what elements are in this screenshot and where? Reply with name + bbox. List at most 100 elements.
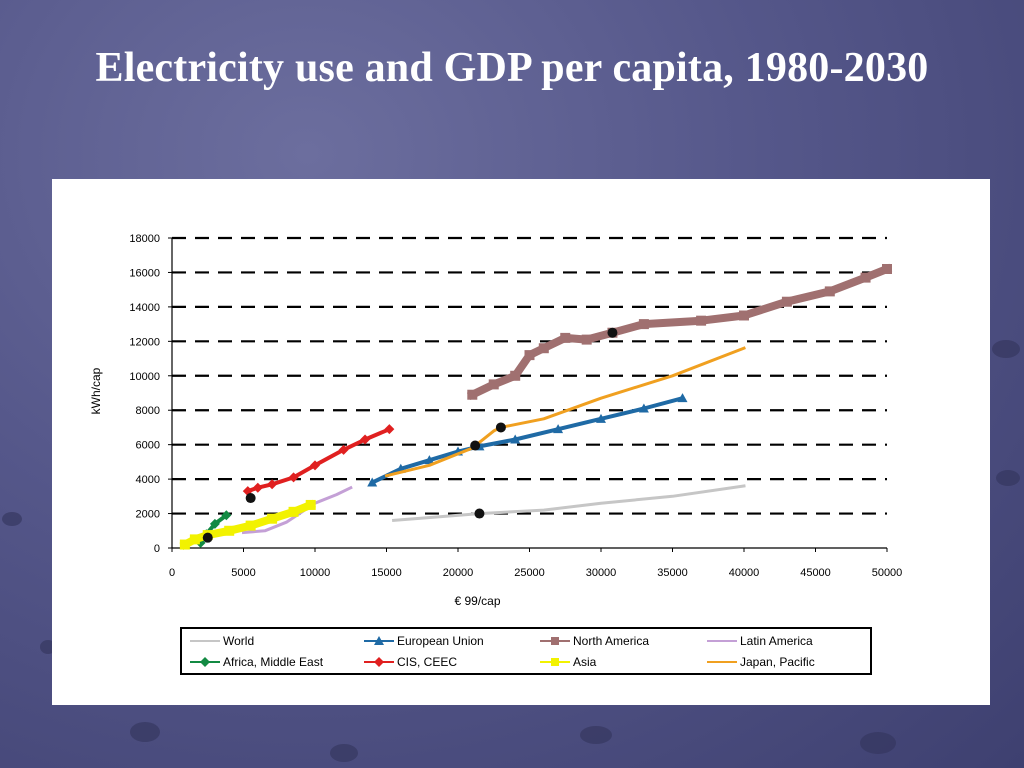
legend-item: CIS, CEEC — [364, 652, 457, 672]
series-marker — [224, 525, 235, 536]
series-marker — [510, 370, 521, 381]
legend-label: Asia — [573, 655, 597, 669]
highlight-marker — [245, 493, 256, 504]
y-tick-label: 6000 — [136, 440, 160, 452]
series-marker — [739, 310, 749, 321]
legend-item: Latin America — [707, 631, 813, 651]
series-marker — [267, 513, 278, 524]
series-marker — [288, 472, 299, 483]
series-marker — [882, 264, 892, 274]
series-marker — [360, 434, 371, 445]
x-tick-label: 45000 — [800, 567, 831, 579]
y-tick-label: 0 — [154, 543, 160, 555]
legend-label: World — [223, 634, 255, 648]
legend-item: North America — [540, 631, 649, 651]
slide-title: Electricity use and GDP per capita, 1980… — [95, 45, 929, 91]
legend-item: Japan, Pacific — [707, 652, 815, 672]
legend-swatch — [707, 661, 737, 663]
series-marker — [179, 539, 190, 550]
y-tick-label: 2000 — [136, 509, 160, 521]
series-marker — [384, 424, 395, 435]
series-marker — [596, 413, 606, 423]
chart-legend: World European Union North America Latin Am… — [180, 627, 872, 675]
y-tick-label: 12000 — [129, 336, 160, 348]
series-marker — [581, 334, 592, 345]
x-axis-label: € 99/cap — [454, 594, 500, 608]
legend-item: Africa, Middle East — [190, 652, 323, 672]
series-marker — [245, 520, 256, 531]
background-dot — [580, 726, 612, 744]
x-tick-label: 10000 — [300, 567, 331, 579]
legend-label: CIS, CEEC — [397, 655, 458, 669]
x-tick-label: 50000 — [872, 567, 903, 579]
y-tick-label: 18000 — [129, 233, 160, 245]
x-tick-label: 30000 — [586, 567, 617, 579]
series-marker — [221, 510, 232, 521]
highlight-marker — [607, 327, 618, 338]
legend-swatch — [190, 640, 220, 642]
series-marker — [467, 389, 478, 400]
highlight-marker — [470, 440, 481, 451]
legend-item: European Union — [364, 631, 484, 651]
series-marker — [824, 286, 835, 297]
legend-swatch — [540, 637, 570, 645]
series-marker — [553, 424, 564, 434]
background-dot — [330, 744, 358, 762]
legend-swatch-marker — [200, 657, 210, 667]
x-tick-label: 15000 — [371, 567, 402, 579]
series-marker — [638, 403, 649, 413]
legend-label: Africa, Middle East — [223, 655, 324, 669]
series-marker — [267, 479, 278, 490]
x-tick-label: 25000 — [514, 567, 545, 579]
legend-swatch-marker — [374, 657, 384, 667]
y-tick-label: 16000 — [129, 267, 160, 279]
chart-svg: 0 2000 4000 6000 8000 10000 12000 14000 16000 180… — [89, 233, 903, 608]
y-tick-label: 4000 — [136, 474, 160, 486]
legend-label: Latin America — [740, 634, 813, 648]
x-tick-label: 20000 — [443, 567, 474, 579]
series-marker — [696, 315, 707, 326]
legend-swatch — [707, 640, 737, 642]
x-tick-label: 35000 — [657, 567, 688, 579]
legend-swatch — [364, 657, 394, 667]
background-dot — [996, 470, 1020, 486]
series-marker — [560, 332, 571, 343]
legend-swatch-marker — [551, 637, 559, 645]
highlight-marker — [202, 532, 213, 543]
legend-label: Japan, Pacific — [740, 655, 815, 669]
background-dot — [2, 512, 22, 526]
background-dot — [130, 722, 160, 742]
series-marker — [677, 393, 688, 403]
legend-swatch-marker — [374, 636, 384, 645]
highlight-marker — [495, 422, 506, 433]
x-tick-label: 0 — [169, 567, 175, 579]
series-marker — [781, 296, 792, 307]
series-marker — [524, 350, 535, 361]
series-marker — [310, 460, 320, 471]
legend-swatch — [364, 636, 394, 645]
x-tick-label: 5000 — [231, 567, 255, 579]
series-marker — [252, 482, 263, 493]
series-marker — [538, 343, 549, 354]
highlight-marker — [474, 508, 485, 519]
chart-panel: 0 2000 4000 6000 8000 10000 12000 14000 16000 180… — [52, 179, 990, 705]
legend-item: World — [190, 631, 254, 651]
legend-swatch — [190, 657, 220, 667]
legend-item: Asia — [540, 652, 596, 672]
series-marker — [288, 506, 299, 517]
series-marker — [189, 534, 200, 545]
series-line — [369, 395, 685, 486]
legend-label: North America — [573, 634, 650, 648]
x-tick-label: 40000 — [729, 567, 760, 579]
series-marker — [510, 434, 521, 444]
series-marker — [488, 379, 499, 390]
legend-swatch — [540, 658, 570, 666]
series-marker — [638, 319, 649, 330]
y-tick-label: 14000 — [129, 302, 160, 314]
series-marker — [860, 272, 871, 283]
series-line — [391, 484, 746, 523]
background-dot — [860, 732, 896, 754]
series-marker — [367, 477, 378, 487]
background-dot — [992, 340, 1020, 358]
legend-swatch-marker — [551, 658, 559, 666]
